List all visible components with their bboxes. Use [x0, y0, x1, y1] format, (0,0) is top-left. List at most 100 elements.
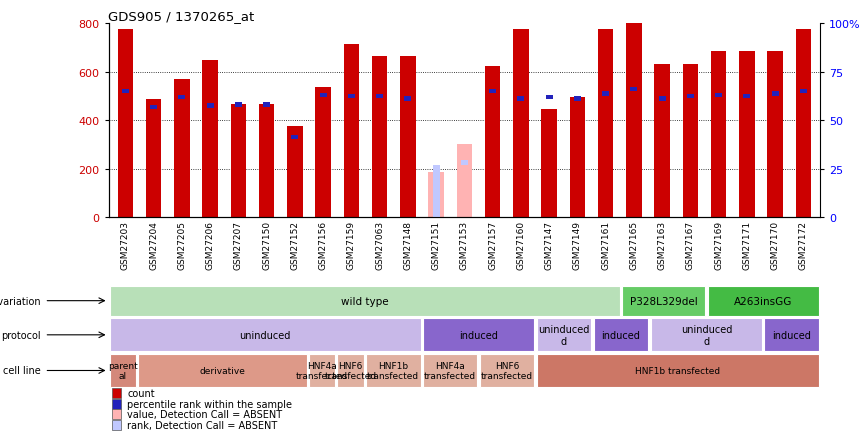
Text: A263insGG: A263insGG: [734, 296, 792, 306]
Bar: [432, 165, 439, 217]
Bar: [122, 90, 129, 94]
Text: GDS905 / 1370265_at: GDS905 / 1370265_at: [108, 10, 254, 23]
Bar: [423, 354, 477, 387]
Text: count: count: [127, 388, 155, 398]
Text: genotype/variation: genotype/variation: [0, 296, 41, 306]
Bar: [682, 66, 698, 217]
Bar: [348, 95, 355, 99]
Text: protocol: protocol: [1, 330, 41, 340]
Bar: [109, 286, 620, 316]
Text: GSM27148: GSM27148: [404, 221, 412, 270]
Bar: [112, 399, 122, 409]
Text: induced: induced: [602, 330, 641, 340]
Bar: [366, 354, 420, 387]
Text: HNF4a
transfected: HNF4a transfected: [296, 361, 348, 380]
Bar: [574, 97, 581, 101]
Bar: [109, 319, 420, 352]
Bar: [319, 93, 326, 98]
Bar: [138, 354, 306, 387]
Bar: [174, 79, 190, 217]
Text: cell line: cell line: [3, 366, 41, 375]
Text: GSM27157: GSM27157: [488, 221, 497, 270]
Bar: [485, 66, 500, 217]
Bar: [651, 319, 762, 352]
Bar: [772, 92, 779, 96]
Text: induced: induced: [773, 330, 812, 340]
Bar: [287, 127, 303, 217]
Bar: [372, 57, 387, 217]
Bar: [739, 52, 754, 217]
Bar: [715, 93, 722, 98]
Bar: [767, 52, 783, 217]
Text: GSM27150: GSM27150: [262, 221, 271, 270]
Bar: [542, 110, 557, 217]
Bar: [743, 95, 750, 99]
Text: uninduced
d: uninduced d: [681, 324, 732, 346]
Text: parent
al: parent al: [108, 361, 138, 380]
Bar: [457, 145, 472, 217]
Bar: [292, 135, 299, 140]
Text: GSM27161: GSM27161: [602, 221, 610, 270]
Text: GSM27206: GSM27206: [206, 221, 214, 270]
Bar: [202, 60, 218, 217]
Bar: [569, 98, 585, 217]
Bar: [799, 90, 807, 94]
Text: uninduced
d: uninduced d: [538, 324, 589, 346]
Text: GSM27169: GSM27169: [714, 221, 723, 270]
Bar: [513, 30, 529, 217]
Bar: [109, 354, 135, 387]
Text: GSM27147: GSM27147: [544, 221, 554, 270]
Text: HNF6
transfected: HNF6 transfected: [325, 361, 377, 380]
Bar: [707, 286, 819, 316]
Text: rank, Detection Call = ABSENT: rank, Detection Call = ABSENT: [127, 421, 277, 431]
Bar: [490, 90, 496, 94]
Bar: [315, 88, 331, 217]
Text: GSM27171: GSM27171: [742, 221, 752, 270]
Text: HNF1b transfected: HNF1b transfected: [635, 366, 720, 375]
Text: GSM27152: GSM27152: [291, 221, 299, 270]
Text: induced: induced: [459, 330, 498, 340]
Bar: [400, 57, 416, 217]
Text: HNF1b
transfected: HNF1b transfected: [367, 361, 419, 380]
Bar: [598, 30, 614, 217]
Bar: [687, 95, 694, 99]
Bar: [765, 319, 819, 352]
Bar: [338, 354, 364, 387]
Text: GSM27167: GSM27167: [686, 221, 695, 270]
Bar: [207, 104, 214, 108]
Bar: [796, 30, 811, 217]
Text: HNF6
transfected: HNF6 transfected: [481, 361, 533, 380]
Bar: [602, 92, 609, 96]
Text: HNF4a
transfected: HNF4a transfected: [424, 361, 477, 380]
Bar: [546, 96, 553, 100]
Text: GSM27163: GSM27163: [658, 221, 667, 270]
Bar: [626, 24, 641, 217]
Text: GSM27205: GSM27205: [177, 221, 187, 270]
Bar: [112, 409, 122, 419]
Text: uninduced: uninduced: [240, 330, 291, 340]
Text: GSM27170: GSM27170: [771, 221, 779, 270]
Bar: [659, 97, 666, 101]
Bar: [622, 286, 705, 316]
Bar: [235, 103, 242, 107]
Bar: [263, 103, 270, 107]
Text: derivative: derivative: [200, 366, 246, 375]
Bar: [112, 388, 122, 398]
Text: GSM27149: GSM27149: [573, 221, 582, 270]
Bar: [344, 45, 359, 217]
Bar: [146, 100, 161, 217]
Text: percentile rank within the sample: percentile rank within the sample: [127, 399, 292, 409]
Bar: [429, 173, 444, 217]
Bar: [536, 319, 591, 352]
Bar: [630, 87, 637, 92]
Bar: [112, 420, 122, 431]
Bar: [711, 52, 727, 217]
Bar: [536, 354, 819, 387]
Bar: [461, 161, 468, 165]
Text: wild type: wild type: [341, 296, 389, 306]
Text: GSM27151: GSM27151: [431, 221, 441, 270]
Text: GSM27156: GSM27156: [319, 221, 327, 270]
Text: P328L329del: P328L329del: [630, 296, 698, 306]
Text: GSM27063: GSM27063: [375, 221, 385, 270]
Bar: [517, 97, 524, 101]
